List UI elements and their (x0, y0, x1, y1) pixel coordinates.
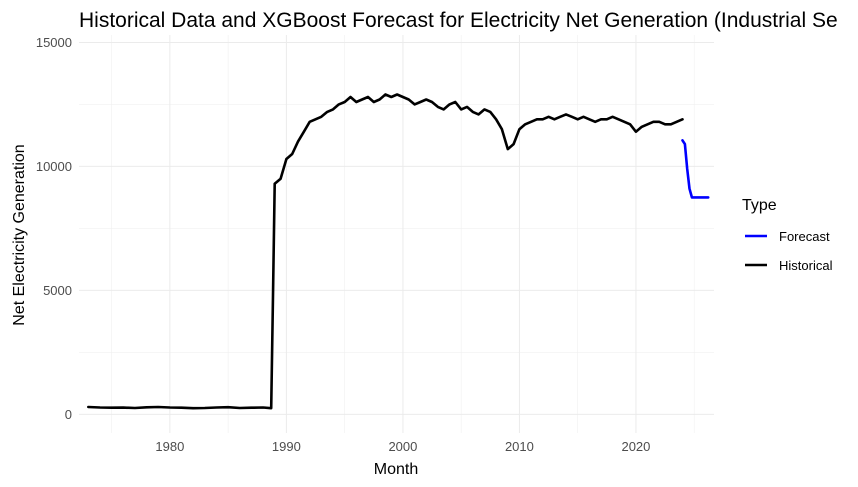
grid-minor (79, 35, 714, 433)
y-tick-label: 15000 (36, 35, 72, 50)
series-line-forecast (681, 139, 710, 199)
x-tick-label: 1980 (155, 439, 184, 454)
y-tick-label: 10000 (36, 159, 72, 174)
y-axis-ticks: 0 5000 10000 15000 (36, 35, 72, 422)
chart-title: Historical Data and XGBoost Forecast for… (79, 9, 838, 32)
y-tick-label: 5000 (43, 283, 72, 298)
y-tick-label: 0 (65, 407, 72, 422)
legend-label-historical: Historical (779, 258, 833, 273)
x-tick-label: 2020 (621, 439, 650, 454)
x-tick-label: 1990 (272, 439, 301, 454)
x-tick-label: 2000 (388, 439, 417, 454)
series-layer (87, 93, 710, 410)
legend-title: Type (742, 197, 777, 214)
legend-label-forecast: Forecast (779, 229, 830, 244)
y-axis-title: Net Electricity Generation (11, 144, 28, 325)
legend-entries: Forecast Historical (745, 229, 833, 273)
grid-major (79, 35, 714, 433)
x-axis-title: Month (374, 461, 418, 478)
x-axis-ticks: 1980 1990 2000 2010 2020 (155, 439, 650, 454)
legend: Type Forecast Historical (742, 197, 833, 273)
x-tick-label: 2010 (505, 439, 534, 454)
series-line-historical (87, 93, 684, 410)
